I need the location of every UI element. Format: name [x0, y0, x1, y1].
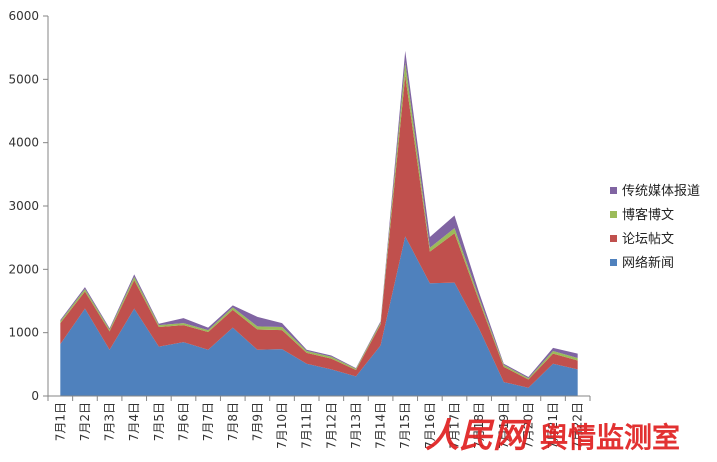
y-tick-label: 0: [31, 389, 39, 403]
legend-swatch: [610, 187, 617, 194]
x-tick-label: 7月5日: [152, 402, 166, 441]
series-areas: [60, 50, 578, 396]
y-tick-label: 2000: [8, 262, 39, 276]
x-tick-label: 7月18日: [472, 402, 486, 449]
legend-label: 传统媒体报道: [622, 184, 700, 199]
y-tick-label: 5000: [8, 72, 39, 86]
x-tick-label: 7月21日: [546, 402, 560, 449]
y-tick-label: 3000: [8, 199, 39, 213]
x-tick-label: 7月2日: [78, 402, 92, 441]
x-tick-label: 7月22日: [571, 402, 585, 449]
x-tick-label: 7月20日: [521, 402, 535, 449]
x-tick-label: 7月6日: [177, 402, 191, 441]
x-tick-label: 7月7日: [201, 402, 215, 441]
x-tick-label: 7月15日: [398, 402, 412, 449]
legend-label: 论坛帖文: [622, 232, 674, 247]
x-tick-label: 7月16日: [423, 402, 437, 449]
x-axis-ticks: 7月1日 7月2日 7月3日 7月4日 7月5日 7月6日 7月7日 7月8日 7月9日 7月10…: [47, 396, 591, 449]
legend-label: 网络新闻: [622, 255, 674, 271]
x-tick-label: 7月19日: [497, 402, 511, 449]
x-tick-label: 7月1日: [53, 402, 67, 441]
x-tick-label: 7月3日: [103, 402, 117, 441]
legend-label: 博客博文: [622, 207, 674, 223]
y-tick-label: 4000: [8, 136, 39, 150]
watermark-brand: 人民网: [425, 416, 532, 456]
legend-swatch: [610, 235, 617, 242]
x-tick-label: 7月4日: [127, 402, 141, 441]
x-tick-label: 7月12日: [324, 402, 338, 449]
y-axis-ticks: 0 1000 2000 3000 4000 5000 6000: [8, 9, 48, 403]
x-tick-label: 7月10日: [275, 402, 289, 449]
x-tick-label: 7月14日: [374, 402, 388, 449]
legend-swatch: [610, 211, 617, 218]
x-tick-label: 7月13日: [349, 402, 363, 449]
x-tick-label: 7月11日: [300, 402, 314, 449]
watermark: 人民网 舆情监测室: [425, 416, 680, 456]
watermark-text: 舆情监测室: [540, 421, 680, 454]
y-tick-label: 6000: [8, 9, 39, 23]
x-tick-label: 7月17日: [448, 402, 462, 449]
x-tick-label: 7月8日: [226, 402, 240, 441]
y-tick-label: 1000: [8, 326, 39, 340]
legend-swatch: [610, 259, 617, 266]
area-series-1: [60, 236, 578, 396]
x-tick-label: 7月9日: [250, 402, 264, 441]
